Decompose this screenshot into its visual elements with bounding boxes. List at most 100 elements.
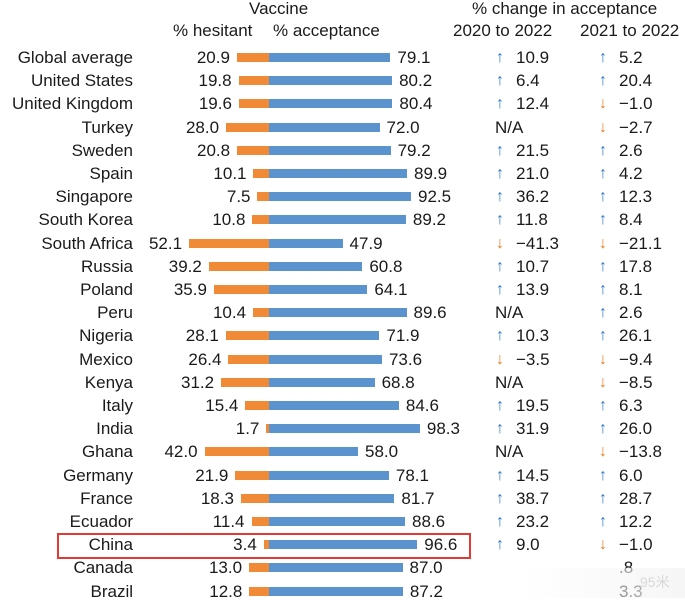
table-row: Italy 15.4 84.6 ↑ 19.5 ↑ 6.3 <box>0 394 685 417</box>
hesitant-bar <box>237 145 269 155</box>
change-2021-value: 26.0 <box>619 419 653 439</box>
change-2021-arrow-icon: ↑ <box>599 257 607 275</box>
change-2021-value: 17.8 <box>619 256 653 276</box>
hesitant-bar <box>251 517 269 526</box>
change-2020-value: 23.2 <box>516 512 550 531</box>
change-2021-value: −13.8 <box>619 442 663 462</box>
hesitant-bar <box>249 563 269 573</box>
change-2020-value: 9.0 <box>516 535 540 555</box>
hesitant-bar <box>236 53 269 62</box>
country-label: South Africa <box>41 233 133 253</box>
change-2020-arrow-icon: ↓ <box>496 234 504 252</box>
hesitant-value: 7.5 <box>226 187 251 207</box>
acceptance-bar <box>269 331 380 341</box>
acceptance-value: 87.2 <box>409 581 443 601</box>
table-row: China 3.4 96.6 ↑ 9.0 ↓ −1.0 <box>0 533 685 556</box>
acceptance-value: 84.6 <box>405 396 439 415</box>
change-2020-value: −41.3 <box>516 233 560 253</box>
change-2020-arrow-icon: ↑ <box>496 281 504 298</box>
change-2021-arrow-icon: ↑ <box>599 489 607 507</box>
acceptance-value: 96.6 <box>424 535 458 555</box>
change-2020-arrow-icon: ↑ <box>496 188 504 206</box>
acceptance-value: 80.4 <box>399 94 433 114</box>
table-row: Kenya 31.2 68.8 N/A ↓ −8.5 <box>0 371 685 394</box>
change-2021-arrow-icon: ↑ <box>599 304 607 322</box>
country-label: Russia <box>81 256 133 276</box>
change-2021-arrow-icon: ↑ <box>599 466 607 484</box>
change-2020-arrow-icon: ↑ <box>496 95 504 113</box>
change-2020-value: 6.4 <box>516 71 540 91</box>
hesitant-value: 20.9 <box>196 48 230 67</box>
hesitant-value: 31.2 <box>181 372 215 392</box>
change-2021-arrow-icon: ↓ <box>599 95 607 113</box>
hesitant-value: 28.1 <box>185 326 219 346</box>
country-label: Canada <box>73 558 133 578</box>
country-label: South Korea <box>38 210 133 230</box>
acceptance-value: 60.8 <box>369 256 403 276</box>
acceptance-bar <box>269 169 407 178</box>
change-2021-arrow-icon: ↑ <box>599 49 607 66</box>
change-2021-value: 5.2 <box>619 48 643 67</box>
acceptance-bar <box>269 377 375 387</box>
hesitant-bar <box>263 540 269 550</box>
change-2021-arrow-icon: ↑ <box>599 327 607 345</box>
table-row: South Korea 10.8 89.2 ↑ 11.8 ↑ 8.4 <box>0 208 685 231</box>
acceptance-bar <box>269 99 393 109</box>
hesitant-bar <box>221 377 269 387</box>
acceptance-bar <box>269 215 406 225</box>
hesitant-value: 20.8 <box>196 140 231 160</box>
acceptance-bar <box>269 145 391 155</box>
table-row: United Kingdom 19.6 80.4 ↑ 12.4 ↓ −1.0 <box>0 92 685 115</box>
change-2021-value: −1.0 <box>619 535 653 555</box>
change-2021-value: 12.3 <box>619 187 653 207</box>
acceptance-bar <box>269 540 418 550</box>
change-2021-value: −9.4 <box>619 349 653 369</box>
change-2020-arrow-icon: ↑ <box>496 72 504 90</box>
table-row: Spain 10.1 89.9 ↑ 21.0 ↑ 4.2 <box>0 162 685 185</box>
table-row: Ecuador 11.4 88.6 ↑ 23.2 ↑ 12.2 <box>0 510 685 533</box>
acceptance-value: 79.2 <box>397 140 431 160</box>
change-2020-value: 21.0 <box>516 164 550 183</box>
change-2021-arrow-icon: ↑ <box>599 513 607 530</box>
acceptance-bar <box>269 261 363 271</box>
hesitant-value: 21.9 <box>195 465 229 485</box>
country-label: India <box>96 419 133 439</box>
change-2021-arrow-icon: ↓ <box>599 536 607 554</box>
acceptance-value: 88.6 <box>412 512 446 531</box>
watermark-text: 95米 <box>640 574 670 590</box>
hesitant-value: 12.8 <box>209 581 243 601</box>
change-2021-arrow-icon: ↓ <box>599 443 607 461</box>
change-2020-arrow-icon: ↑ <box>496 397 504 414</box>
country-label: Mexico <box>79 349 133 369</box>
change-2021-value: 20.4 <box>619 71 653 91</box>
change-2020-value: 21.5 <box>516 140 550 160</box>
acceptance-value: 89.2 <box>412 210 447 230</box>
country-label: Italy <box>101 396 133 415</box>
acceptance-bar <box>269 563 403 573</box>
table-row: Mexico 26.4 73.6 ↓ −3.5 ↓ −9.4 <box>0 348 685 371</box>
hesitant-value: 26.4 <box>188 349 222 369</box>
acceptance-bar <box>269 53 391 62</box>
table-row: Germany 21.9 78.1 ↑ 14.5 ↑ 6.0 <box>0 464 685 487</box>
change-2020-value: 10.3 <box>516 326 550 346</box>
change-2020-arrow-icon: ↑ <box>496 536 504 554</box>
change-2021-value: 2.6 <box>619 303 643 323</box>
change-2020-arrow-icon: ↑ <box>496 165 504 182</box>
country-label: Kenya <box>84 372 133 392</box>
change-2020-arrow-icon: ↑ <box>496 466 504 484</box>
acceptance-bar <box>269 122 380 132</box>
hesitant-value: 19.6 <box>198 94 232 114</box>
table-row: South Africa 52.1 47.9 ↓ −41.3 ↓ −21.1 <box>0 232 685 255</box>
country-label: Ecuador <box>69 512 133 531</box>
change-2020-value: 10.7 <box>516 256 550 276</box>
hesitant-header: % hesitant <box>173 21 253 40</box>
hesitant-value: 11.4 <box>212 512 245 531</box>
change-2020-arrow-icon: ↑ <box>496 49 504 66</box>
hesitant-bar <box>225 331 269 341</box>
acceptance-value: 47.9 <box>349 233 383 253</box>
country-label: Ghana <box>81 442 133 462</box>
change-header: % change in acceptance <box>472 0 658 18</box>
change-2021-value: 4.2 <box>619 164 643 183</box>
table-row: Singapore 7.5 92.5 ↑ 36.2 ↑ 12.3 <box>0 185 685 208</box>
